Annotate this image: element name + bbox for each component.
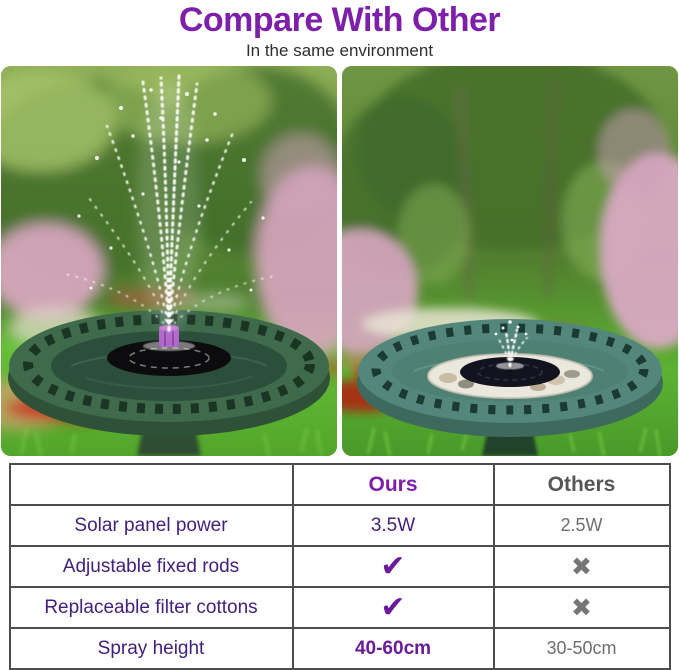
table-header-row: Ours Others	[8, 463, 671, 506]
others-value: 30-50cm	[492, 627, 671, 670]
row-label: Spray height	[8, 627, 294, 670]
page-title: Compare With Other	[178, 1, 501, 39]
others-value: 2.5W	[492, 504, 671, 547]
comparison-table: Ours Others Solar panel power 3.5W 2.5W …	[8, 463, 671, 670]
table-row-replaceable-filter-cottons: Replaceable filter cottons ✔ ✖	[8, 586, 671, 629]
row-label: Adjustable fixed rods	[8, 545, 294, 588]
comparison-photos	[0, 66, 679, 456]
row-label: Solar panel power	[8, 504, 294, 547]
ours-value: 40-60cm	[291, 627, 495, 670]
ours-fountain-scene	[1, 66, 337, 456]
column-header-ours: Ours	[291, 463, 495, 506]
column-header-others: Others	[492, 463, 671, 506]
table-row-solar-panel-power: Solar panel power 3.5W 2.5W	[8, 504, 671, 547]
header: Compare With Other In the same environme…	[0, 0, 679, 61]
cross-icon: ✖	[492, 545, 671, 588]
photo-ours-fountain	[1, 66, 337, 456]
empty-header-cell	[8, 463, 294, 506]
table-row-adjustable-fixed-rods: Adjustable fixed rods ✔ ✖	[8, 545, 671, 588]
page-subtitle: In the same environment	[245, 41, 434, 60]
ours-value: 3.5W	[291, 504, 495, 547]
check-icon: ✔	[291, 545, 495, 588]
table-row-spray-height: Spray height 40-60cm 30-50cm	[8, 627, 671, 670]
others-fountain-scene	[342, 66, 678, 456]
photo-others-fountain	[342, 66, 678, 456]
check-icon: ✔	[291, 586, 495, 629]
row-label: Replaceable filter cottons	[8, 586, 294, 629]
cross-icon: ✖	[492, 586, 671, 629]
